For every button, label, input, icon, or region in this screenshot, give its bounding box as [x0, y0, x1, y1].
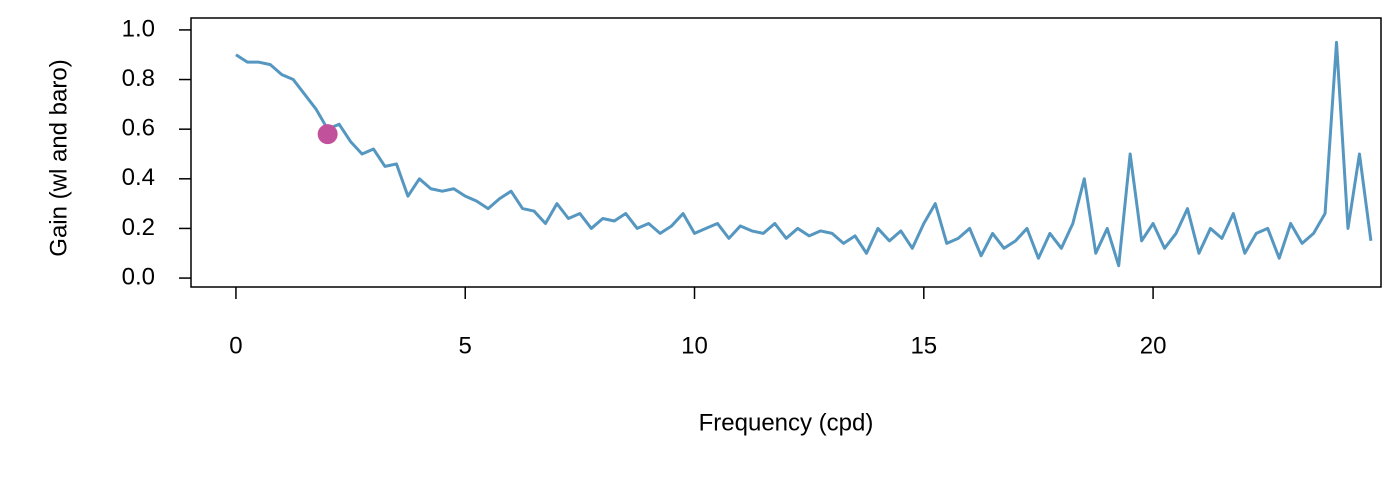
x-tick-label: 0 — [229, 332, 242, 359]
x-tick-label: 20 — [1140, 332, 1167, 359]
line-series — [235, 40, 1373, 268]
y-tick-label: 0.4 — [122, 164, 155, 191]
highlight-point — [317, 124, 338, 145]
plot-frame — [190, 17, 1382, 288]
x-tick-label: 10 — [681, 332, 708, 359]
y-axis-title: Gain (wl and baro) — [45, 59, 72, 256]
y-tick-label: 1.0 — [122, 15, 155, 42]
x-tick-label: 15 — [910, 332, 937, 359]
y-tick-label: 0.2 — [122, 214, 155, 241]
x-axis-title: Frequency (cpd) — [699, 409, 874, 436]
y-tick-label: 0.0 — [122, 263, 155, 290]
y-tick-label: 0.8 — [122, 65, 155, 92]
y-tick-label: 0.6 — [122, 115, 155, 142]
x-tick-label: 5 — [459, 332, 472, 359]
